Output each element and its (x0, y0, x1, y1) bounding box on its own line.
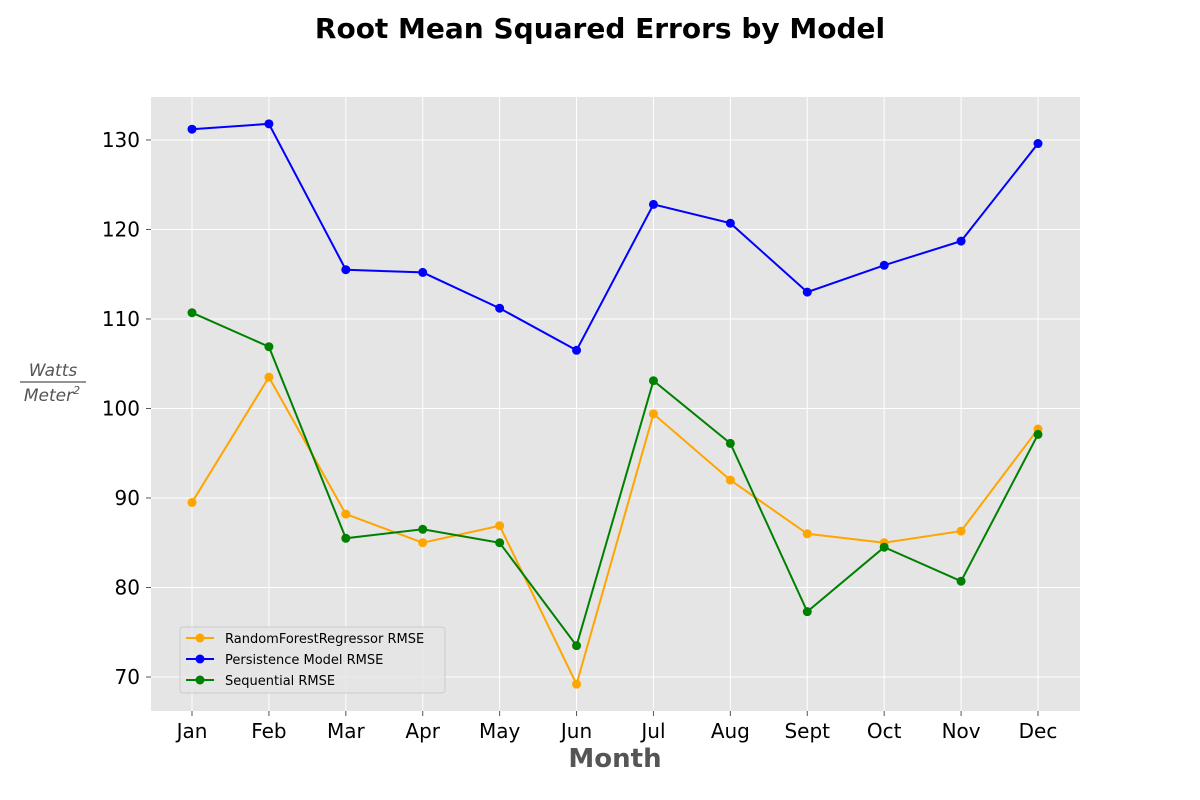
data-point (648, 409, 658, 419)
y-tick-label: 100 (102, 396, 140, 420)
data-point (879, 260, 889, 270)
data-point (264, 372, 274, 382)
y-axis-label-numerator: Watts (29, 361, 78, 381)
data-point (725, 218, 735, 228)
data-point (187, 497, 197, 507)
y-tick-label: 120 (102, 217, 140, 241)
y-tick-label: 70 (115, 665, 140, 689)
data-point (802, 529, 812, 539)
y-axis-label-denominator: Meter2 (24, 384, 80, 406)
data-point (648, 376, 658, 386)
data-point (725, 438, 735, 448)
x-tick-label: Sept (784, 719, 830, 743)
data-point (1033, 139, 1043, 149)
x-axis-label: Month (568, 744, 661, 774)
y-axis: 70 80 90 100 110 120 130 (102, 128, 151, 689)
grid (151, 97, 1080, 711)
data-point (341, 509, 351, 519)
legend-marker (195, 633, 205, 643)
x-tick-label: May (479, 719, 521, 743)
data-point (956, 526, 966, 536)
data-point (495, 303, 505, 313)
legend-item: RandomForestRegressor RMSE (186, 632, 424, 647)
data-point (572, 345, 582, 355)
data-point (572, 641, 582, 651)
data-point (187, 124, 197, 134)
series-1 (187, 372, 1043, 689)
series-2 (187, 119, 1043, 355)
data-point (264, 119, 274, 129)
data-point (802, 607, 812, 617)
data-point (572, 679, 582, 689)
chart-title: Root Mean Squared Errors by Model (315, 12, 885, 45)
data-point (495, 538, 505, 548)
x-tick-label: Dec (1019, 719, 1058, 743)
y-axis-label-exponent: 2 (73, 384, 80, 397)
legend: RandomForestRegressor RMSE Persistence Mo… (179, 626, 446, 694)
x-tick-label: Nov (942, 719, 981, 743)
data-point (418, 538, 428, 548)
y-tick-label: 80 (115, 575, 140, 599)
series-3 (187, 308, 1043, 651)
data-point (956, 236, 966, 246)
data-point (725, 475, 735, 485)
legend-label: Persistence Model RMSE (225, 653, 383, 668)
plot-area (151, 97, 1080, 711)
legend-label: RandomForestRegressor RMSE (225, 632, 424, 647)
series (187, 119, 1043, 689)
y-tick-label: 110 (102, 307, 140, 331)
x-tick-label: Jun (559, 719, 592, 743)
legend-label: Sequential RMSE (225, 674, 335, 689)
data-point (648, 199, 658, 209)
series-line (191, 122, 1039, 352)
x-tick-label: Jan (175, 719, 208, 743)
x-tick-label: Apr (405, 719, 440, 743)
legend-box (179, 626, 446, 694)
legend-item: Sequential RMSE (186, 674, 335, 689)
data-point (802, 287, 812, 297)
x-axis: Jan Feb Mar Apr May Jun Jul Aug Sept Oct Nov Dec (175, 711, 1058, 743)
y-axis-label: Watts Meter2 (20, 361, 86, 406)
data-point (418, 267, 428, 277)
x-tick-label: Oct (867, 719, 902, 743)
legend-marker (195, 675, 205, 685)
x-tick-label: Feb (251, 719, 286, 743)
x-tick-label: Aug (711, 719, 750, 743)
legend-item: Persistence Model RMSE (186, 653, 383, 668)
data-point (264, 342, 274, 352)
y-tick-label: 90 (115, 486, 140, 510)
data-point (1033, 429, 1043, 439)
series-line (191, 375, 1039, 687)
legend-marker (195, 654, 205, 664)
x-tick-label: Jul (639, 719, 665, 743)
data-point (187, 308, 197, 318)
data-point (495, 521, 505, 531)
data-point (341, 533, 351, 543)
series-line (191, 311, 1039, 648)
data-point (879, 542, 889, 552)
x-tick-label: Mar (327, 719, 366, 743)
data-point (341, 265, 351, 275)
y-tick-label: 130 (102, 128, 140, 152)
data-point (418, 524, 428, 534)
y-axis-label-denominator-base: Meter (24, 386, 74, 406)
data-point (956, 576, 966, 586)
